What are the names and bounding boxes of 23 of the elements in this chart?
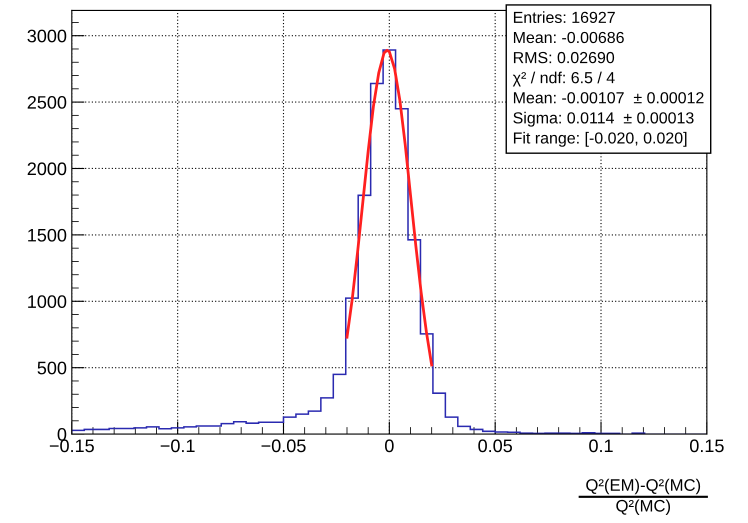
annotation: RMS: 0.02690: [514, 52, 614, 64]
y-tick-label: 1500: [28, 228, 66, 242]
x-tick-label: 0.1: [589, 439, 613, 452]
annotation: Fit range: [-0.020, 0.020]: [514, 132, 686, 147]
y-tick-label: 500: [38, 362, 66, 374]
x-tick-label: 0.05: [478, 439, 512, 452]
x-tick-label: −0.05: [262, 439, 306, 452]
annotation: Sigma: 0.0114 ± 0.00013: [513, 112, 694, 127]
annotation: Mean: -0.00107 ± 0.00012: [514, 92, 704, 104]
y-tick-label: 2500: [28, 96, 66, 109]
y-tick-label: 3000: [27, 30, 66, 42]
annotation: χ² / ndf: 6.5 / 4: [512, 72, 615, 86]
line-series: [346, 48, 434, 366]
y-tick-label: 0: [58, 428, 66, 441]
x-tick-label: 0: [385, 439, 394, 452]
x-tick-label: −0.15: [50, 439, 94, 452]
annotation: Mean: -0.00686: [514, 32, 624, 44]
x-tick-label: 0.15: [690, 439, 724, 452]
y-tick-label: 2000: [28, 162, 66, 176]
x-tick-label: −0.1: [160, 439, 195, 452]
y-tick-label: 1000: [28, 295, 66, 308]
annotation: Entries: 16927: [514, 11, 615, 24]
x-axis-title: Q²(EM)-Q²(MC) Q²(MC): [586, 478, 700, 515]
